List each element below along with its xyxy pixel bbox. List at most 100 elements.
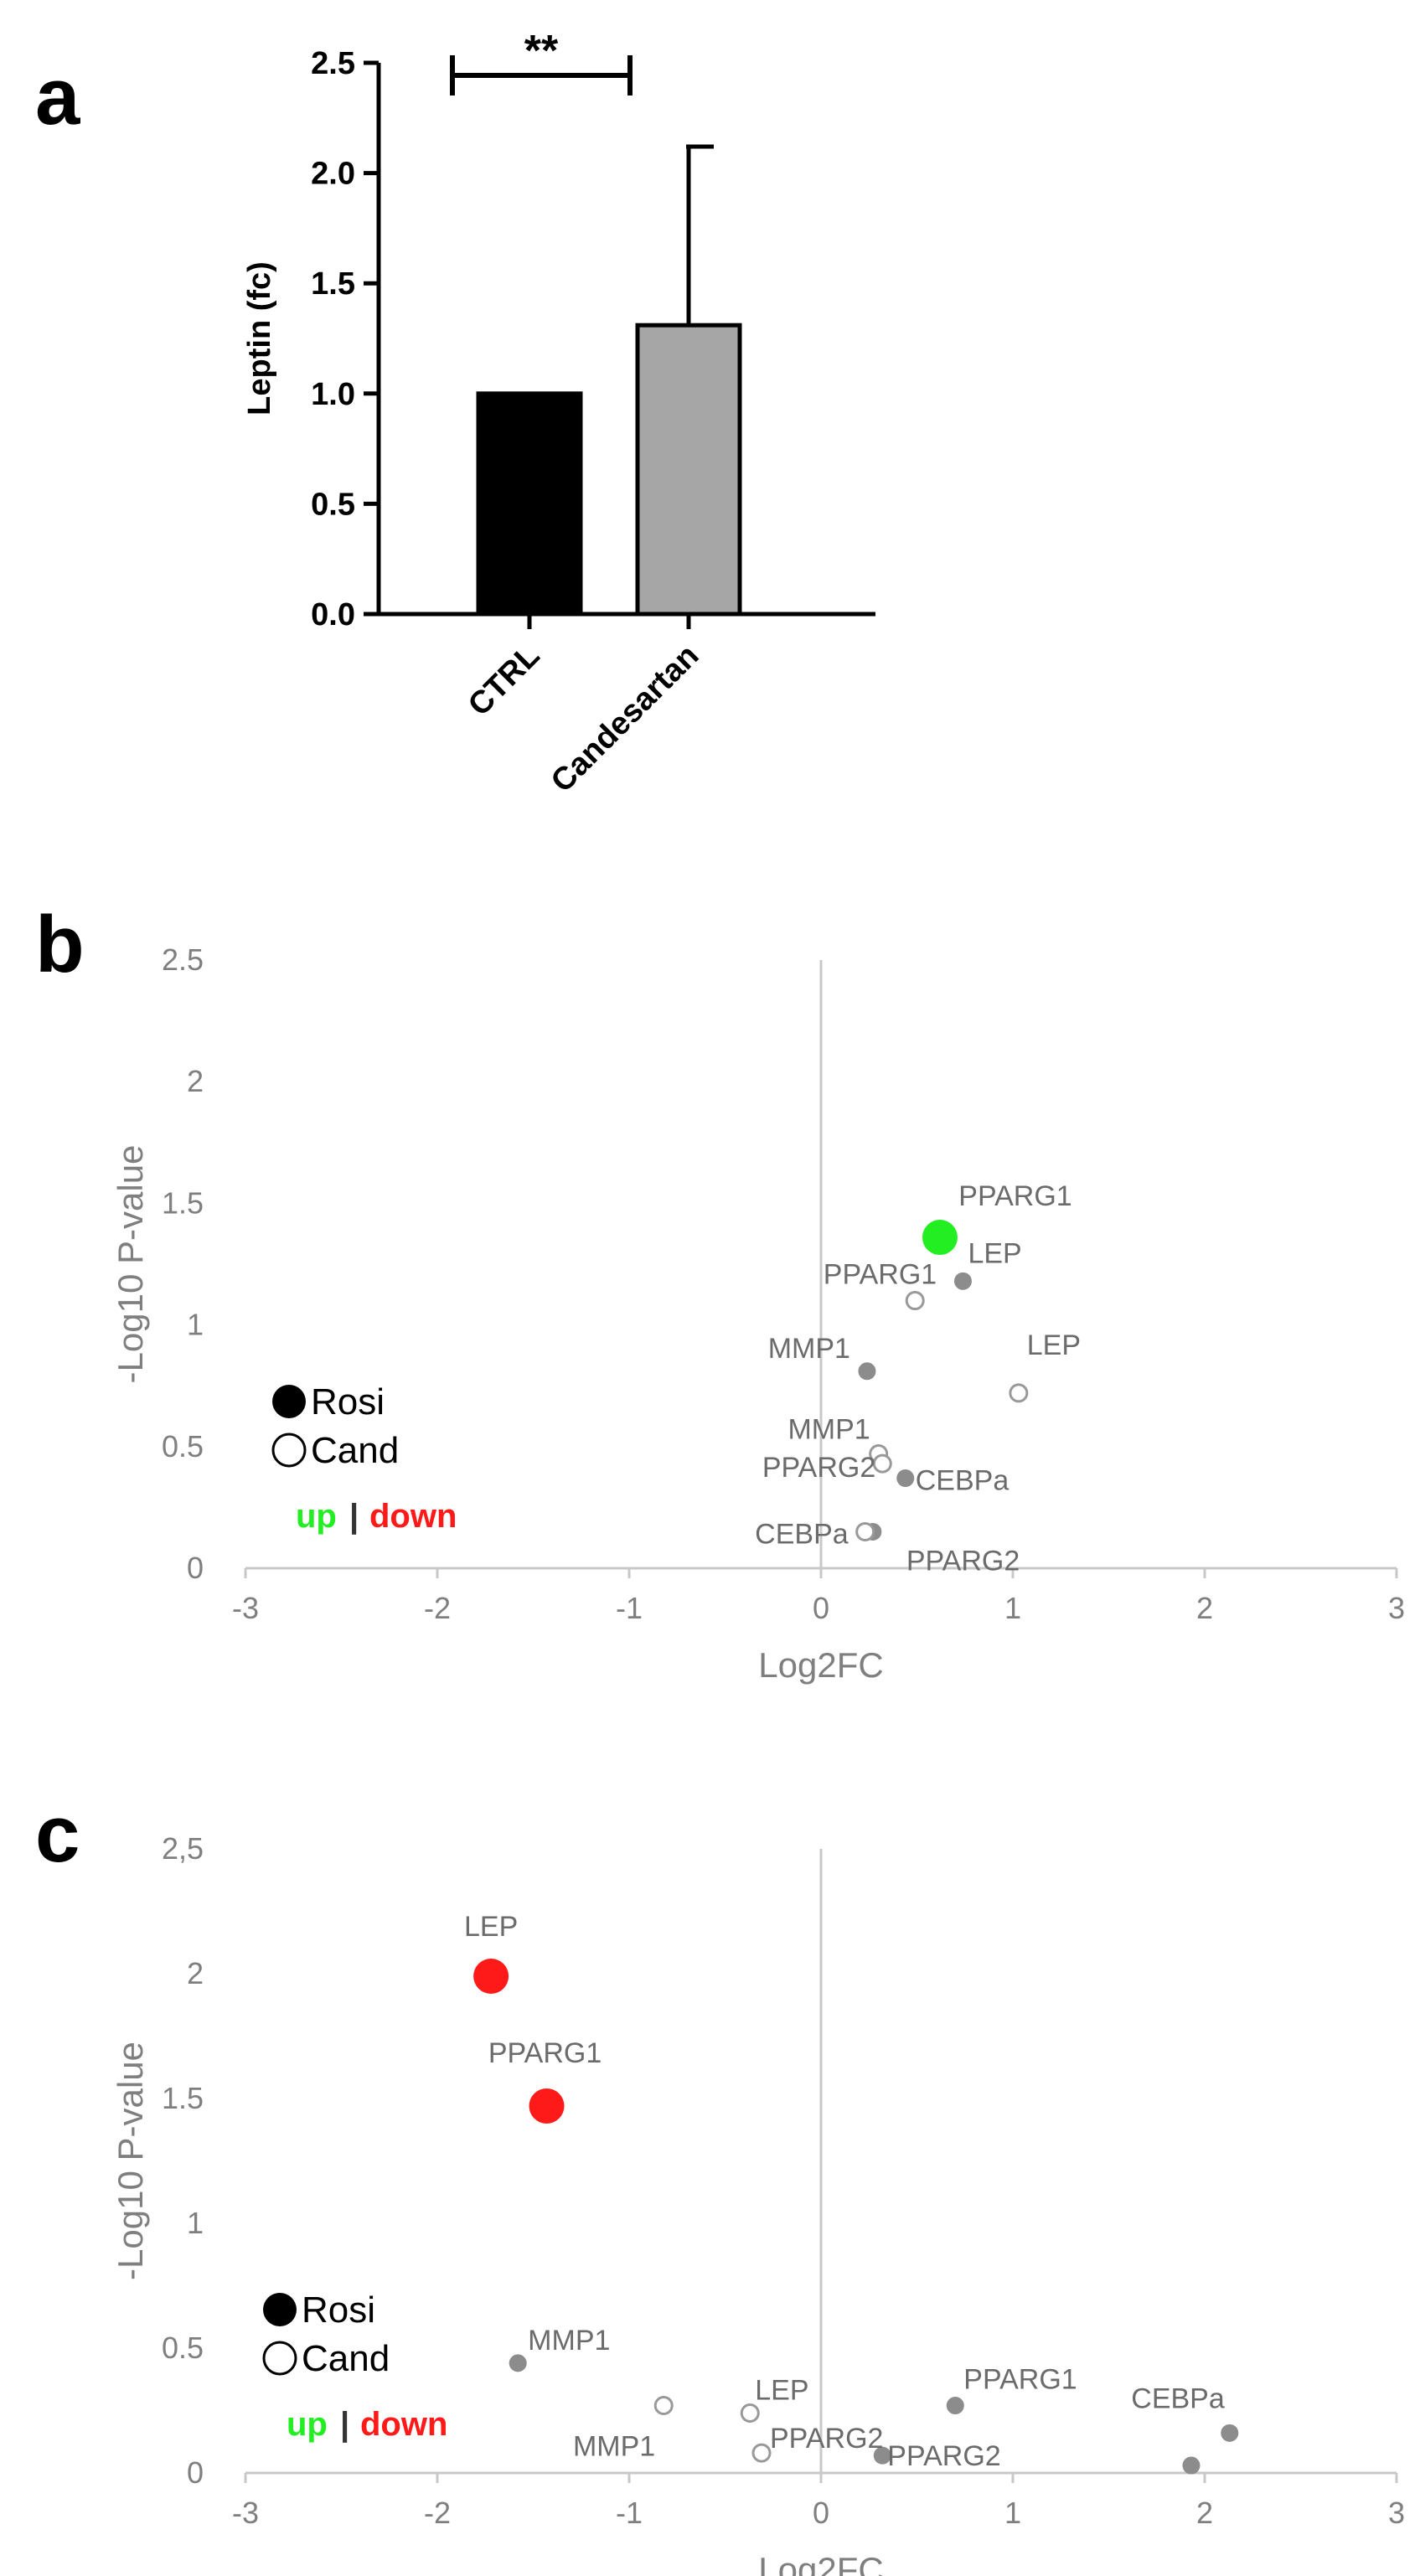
y-tick-label: 2 — [187, 1956, 204, 1990]
cand-point — [751, 2443, 772, 2463]
y-tick-label: 1.5 — [311, 266, 355, 302]
rosi-point — [473, 1958, 509, 1994]
y-tick-label: 1 — [187, 1308, 204, 1342]
significance-label: ** — [524, 27, 559, 75]
y-tick-label: 0.5 — [311, 487, 355, 522]
y-axis-label: -Log10 P-value — [111, 1145, 150, 1384]
panel-letter-a: a — [35, 52, 80, 142]
rosi-point — [922, 1220, 958, 1256]
legend-down-label: down — [369, 1498, 457, 1535]
legend-separator: | — [340, 2406, 349, 2443]
legend-up-label: up — [296, 1498, 337, 1535]
rosi-point — [858, 1362, 876, 1381]
cand-point — [872, 1453, 892, 1474]
y-tick-label: 1 — [187, 2206, 204, 2240]
x-tick-label: 1 — [1004, 1591, 1021, 1625]
legend-open-marker — [271, 1433, 307, 1468]
rosi-point — [953, 1272, 972, 1290]
cand-point — [740, 2403, 760, 2423]
x-tick-label: 2 — [1196, 2496, 1213, 2530]
bar-ctrl — [476, 391, 583, 617]
y-tick-label: 2 — [187, 1064, 204, 1098]
y-axis-label: Leptin (fc) — [242, 261, 277, 416]
rosi-point — [529, 2088, 565, 2124]
cand-point — [1009, 1383, 1029, 1403]
x-tick-label: 3 — [1388, 1591, 1405, 1625]
legend-open-marker — [262, 2341, 297, 2376]
y-axis-label: -Log10 P-value — [111, 2042, 150, 2280]
x-axis-label: Log2FC — [758, 1645, 883, 1685]
cand-point — [905, 1291, 925, 1311]
cand-point — [653, 2396, 674, 2416]
scatter-chart-panel-c: -3 -2 -1 0 1 2 3 0 0.5 1 1.5 2 2,5 Log2FC -Log10 P-val… — [111, 1831, 1405, 2576]
point-label: PPARG2 — [906, 1545, 1020, 1577]
x-tick-label: 0 — [813, 2496, 829, 2530]
rosi-point — [1182, 2456, 1201, 2475]
x-tick-label: -2 — [424, 1591, 451, 1625]
point-label: PPARG2 — [887, 2440, 1000, 2472]
rosi-point — [1221, 2424, 1239, 2442]
rosi-point — [946, 2397, 964, 2415]
point-label: PPARG2 — [770, 2423, 883, 2455]
legend-up-label: up — [287, 2406, 328, 2443]
y-tick-label: 1.5 — [162, 1185, 204, 1220]
x-tick-label: 3 — [1388, 2496, 1405, 2530]
y-tick-label: 0.5 — [162, 2331, 204, 2365]
x-tick-label: -1 — [616, 2496, 643, 2530]
cand-point — [855, 1521, 875, 1541]
legend-open-label: Cand — [302, 2338, 390, 2379]
legend-filled-label: Rosi — [302, 2289, 375, 2331]
rosi-point — [873, 2446, 891, 2465]
y-tick-label: 0.5 — [162, 1429, 204, 1464]
y-tick-label: 2.5 — [162, 942, 204, 977]
point-label: LEP — [968, 1237, 1021, 1269]
panel-letter-c: c — [35, 1789, 80, 1879]
x-axis-label: Log2FC — [758, 2550, 883, 2576]
point-label: PPARG2 — [762, 1452, 875, 1484]
rosi-point — [896, 1469, 915, 1488]
x-tick-label: 2 — [1196, 1591, 1213, 1625]
point-label: CEBPa — [755, 1518, 849, 1550]
x-tick-label: Candesartan — [545, 638, 705, 799]
point-label: LEP — [755, 2374, 808, 2406]
legend-down-label: down — [360, 2406, 447, 2443]
x-tick-label: 1 — [1004, 2496, 1021, 2530]
point-label: LEP — [464, 1911, 518, 1943]
legend-open-label: Cand — [311, 1430, 399, 1471]
y-tick-label: 1.0 — [311, 377, 355, 412]
x-tick-label: -3 — [232, 2496, 259, 2530]
point-label: LEP — [1027, 1329, 1081, 1361]
x-tick-label: -2 — [424, 2496, 451, 2530]
point-label: MMP1 — [787, 1414, 870, 1446]
y-tick-label: 0 — [187, 1551, 204, 1585]
y-tick-label: 2.0 — [311, 157, 355, 192]
bar-candesartan — [635, 323, 742, 617]
y-tick-label: 0 — [187, 2455, 204, 2490]
y-tick-label: 0.0 — [311, 597, 355, 632]
scatter-chart-panel-b: -3 -2 -1 0 1 2 3 0 0.5 1 1.5 2 2.5 Log2FC -Log10 P-val… — [111, 942, 1405, 1685]
legend-filled-marker — [272, 1385, 306, 1418]
legend-separator: | — [349, 1498, 359, 1535]
y-tick-label: 1.5 — [162, 2081, 204, 2115]
point-label: PPARG1 — [963, 2364, 1077, 2396]
point-label: PPARG1 — [824, 1259, 937, 1291]
legend-filled-marker — [263, 2293, 297, 2326]
y-tick-label: 2,5 — [162, 1831, 204, 1866]
legend-filled-label: Rosi — [311, 1381, 385, 1422]
x-tick-label: -3 — [232, 1591, 259, 1625]
rosi-point — [509, 2354, 527, 2372]
panel-letter-b: b — [35, 900, 85, 989]
point-label: CEBPa — [1131, 2382, 1225, 2414]
bar-chart-panel-a: 0.0 0.5 1.0 1.5 2.0 2.5 Leptin (fc) CTRLCandesa… — [242, 27, 875, 799]
point-label: PPARG1 — [958, 1180, 1071, 1212]
point-label: MMP1 — [528, 2325, 610, 2357]
point-label: CEBPa — [916, 1465, 1009, 1497]
point-label: MMP1 — [573, 2431, 655, 2463]
point-label: PPARG1 — [488, 2037, 602, 2069]
x-tick-label: CTRL — [462, 638, 546, 723]
x-tick-label: 0 — [813, 1591, 829, 1625]
point-label: MMP1 — [768, 1333, 850, 1365]
x-tick-label: -1 — [616, 1591, 643, 1625]
y-tick-label: 2.5 — [311, 46, 355, 81]
